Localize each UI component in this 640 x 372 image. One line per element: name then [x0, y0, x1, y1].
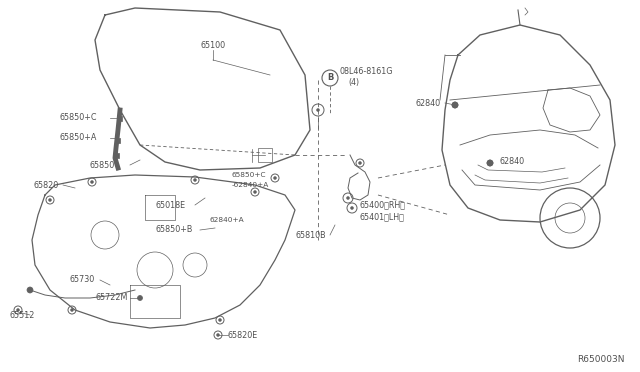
Circle shape	[214, 331, 222, 339]
Circle shape	[17, 308, 19, 311]
Text: 65820: 65820	[33, 180, 58, 189]
Text: 65730: 65730	[70, 276, 95, 285]
Circle shape	[193, 179, 196, 182]
Circle shape	[351, 206, 353, 209]
Circle shape	[88, 178, 96, 186]
Circle shape	[218, 318, 221, 321]
Circle shape	[346, 196, 349, 199]
Polygon shape	[116, 115, 122, 121]
Circle shape	[487, 160, 493, 166]
Text: 65100: 65100	[200, 41, 225, 49]
Circle shape	[343, 193, 353, 203]
Text: 65512: 65512	[10, 311, 35, 320]
Text: 62840+A: 62840+A	[210, 217, 244, 223]
Text: R650003N: R650003N	[577, 356, 625, 365]
Circle shape	[70, 308, 74, 311]
Text: 65401〈LH〉: 65401〈LH〉	[360, 212, 405, 221]
Text: 62840: 62840	[415, 99, 440, 108]
Text: 65820E: 65820E	[228, 330, 259, 340]
Circle shape	[216, 334, 220, 337]
Circle shape	[253, 190, 257, 193]
Text: 65850+C: 65850+C	[60, 113, 97, 122]
Text: 65850: 65850	[90, 160, 115, 170]
Circle shape	[271, 174, 279, 182]
Circle shape	[273, 176, 276, 180]
Circle shape	[452, 102, 458, 108]
Text: 65810B: 65810B	[295, 231, 326, 240]
Text: 65850+C: 65850+C	[232, 172, 266, 178]
Circle shape	[317, 109, 319, 112]
Text: -62840+A: -62840+A	[232, 182, 269, 188]
Text: 65850+A: 65850+A	[60, 134, 97, 142]
Circle shape	[14, 306, 22, 314]
Circle shape	[191, 176, 199, 184]
Circle shape	[347, 203, 357, 213]
Circle shape	[49, 199, 51, 202]
Circle shape	[487, 160, 493, 166]
Text: 65400〈RH〉: 65400〈RH〉	[360, 201, 406, 209]
Circle shape	[356, 159, 364, 167]
Circle shape	[27, 287, 33, 293]
Circle shape	[452, 102, 458, 108]
Text: 08L46-8161G: 08L46-8161G	[340, 67, 394, 77]
Polygon shape	[113, 153, 118, 157]
Circle shape	[68, 306, 76, 314]
Circle shape	[216, 316, 224, 324]
Circle shape	[358, 161, 362, 164]
Text: (4): (4)	[348, 78, 359, 87]
Text: 65722M: 65722M	[95, 294, 127, 302]
Text: 65018E: 65018E	[155, 201, 185, 209]
Circle shape	[312, 104, 324, 116]
Circle shape	[46, 196, 54, 204]
Polygon shape	[115, 138, 120, 142]
Text: B: B	[327, 74, 333, 83]
Circle shape	[251, 188, 259, 196]
Circle shape	[90, 180, 93, 183]
Circle shape	[138, 295, 143, 301]
Text: 62840: 62840	[500, 157, 525, 167]
Text: 65850+B: 65850+B	[155, 225, 193, 234]
